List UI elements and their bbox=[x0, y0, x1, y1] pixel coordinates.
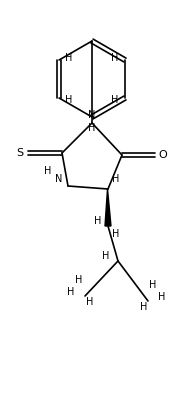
Text: H: H bbox=[94, 216, 102, 226]
Text: H: H bbox=[86, 297, 94, 307]
Text: H: H bbox=[44, 166, 52, 176]
Polygon shape bbox=[105, 189, 111, 226]
Text: N: N bbox=[55, 174, 63, 184]
Text: H: H bbox=[88, 123, 96, 133]
Text: H: H bbox=[102, 251, 110, 261]
Text: H: H bbox=[112, 229, 120, 239]
Text: H: H bbox=[65, 95, 73, 105]
Text: H: H bbox=[140, 302, 148, 312]
Text: H: H bbox=[158, 292, 166, 302]
Text: H: H bbox=[111, 53, 119, 63]
Text: S: S bbox=[16, 148, 23, 158]
Text: H: H bbox=[112, 174, 120, 184]
Text: O: O bbox=[159, 150, 167, 160]
Text: H: H bbox=[75, 275, 83, 285]
Text: H: H bbox=[149, 280, 157, 290]
Text: H: H bbox=[67, 287, 75, 297]
Text: N: N bbox=[88, 110, 96, 120]
Text: H: H bbox=[65, 53, 73, 63]
Text: H: H bbox=[111, 95, 119, 105]
